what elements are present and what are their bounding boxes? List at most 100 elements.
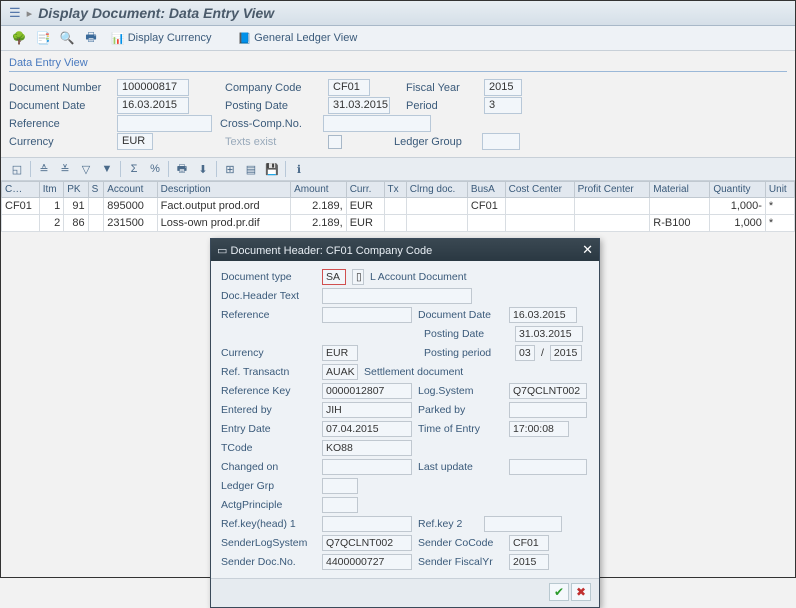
column-header[interactable]: Unit bbox=[765, 182, 794, 198]
d-postdate-field[interactable]: 31.03.2015 bbox=[515, 326, 583, 342]
d-senderdoc-field[interactable]: 4400000727 bbox=[322, 554, 412, 570]
d-reftrans-field[interactable]: AUAK bbox=[322, 364, 358, 380]
column-header[interactable]: C… bbox=[2, 182, 40, 198]
table-cell: 895000 bbox=[104, 198, 157, 215]
close-icon[interactable]: ✕ bbox=[582, 242, 593, 258]
d-curr-field[interactable]: EUR bbox=[322, 345, 358, 361]
sort-desc-icon[interactable]: ≚ bbox=[55, 160, 75, 178]
d-ledger-field[interactable] bbox=[322, 478, 358, 494]
d-lastupd-field[interactable] bbox=[509, 459, 587, 475]
section-underline bbox=[9, 71, 787, 72]
dialog-titlebar[interactable]: ▭ Document Header: CF01 Company Code ✕ bbox=[211, 239, 599, 261]
column-header[interactable]: PK bbox=[64, 182, 88, 198]
d-ref-field[interactable] bbox=[322, 307, 412, 323]
column-header[interactable]: Curr. bbox=[346, 182, 384, 198]
table-row[interactable]: 286231500Loss-own prod.pr.dif2.189,EURR-… bbox=[2, 215, 795, 232]
d-refkey2-label: Ref.key 2 bbox=[418, 518, 478, 530]
table-cell: 2.189, bbox=[291, 215, 347, 232]
menu-icon[interactable]: ☰ bbox=[9, 5, 21, 21]
d-actg-field[interactable] bbox=[322, 497, 358, 513]
info-icon[interactable]: ℹ bbox=[289, 160, 309, 178]
currency-icon: 📊 bbox=[111, 32, 125, 45]
doc-date-label: Document Date bbox=[9, 100, 109, 112]
d-refkey-field[interactable]: 0000012807 bbox=[322, 383, 412, 399]
d-docdate-field[interactable]: 16.03.2015 bbox=[509, 307, 577, 323]
d-tcode-field[interactable]: KO88 bbox=[322, 440, 412, 456]
layout-icon[interactable]: ⊞ bbox=[220, 160, 240, 178]
fy-field[interactable]: 2015 bbox=[484, 79, 522, 96]
d-postper-y[interactable]: 2015 bbox=[550, 345, 582, 361]
d-refkey1-field[interactable] bbox=[322, 516, 412, 532]
table-cell: R-B100 bbox=[650, 215, 710, 232]
column-header[interactable]: Account bbox=[104, 182, 157, 198]
document-icon[interactable]: 📑 bbox=[33, 29, 53, 47]
d-doctype-help[interactable]: ▯ bbox=[352, 269, 364, 285]
d-logsys-field[interactable]: Q7QCLNT002 bbox=[509, 383, 587, 399]
nav-icon[interactable]: ◱ bbox=[7, 160, 27, 178]
column-header[interactable]: Itm bbox=[39, 182, 63, 198]
ok-button[interactable]: ✔ bbox=[549, 583, 569, 601]
d-entered-field[interactable]: JIH bbox=[322, 402, 412, 418]
print-icon[interactable]: 🖶 bbox=[81, 29, 101, 47]
table-cell bbox=[467, 215, 505, 232]
column-header[interactable]: BusA bbox=[467, 182, 505, 198]
display-currency-button[interactable]: 📊 Display Currency bbox=[105, 31, 217, 46]
d-entrydate-label: Entry Date bbox=[221, 423, 316, 435]
column-header[interactable]: Amount bbox=[291, 182, 347, 198]
d-parked-field[interactable] bbox=[509, 402, 587, 418]
tree-icon[interactable]: 🌳 bbox=[9, 29, 29, 47]
d-senderfy-field[interactable]: 2015 bbox=[509, 554, 549, 570]
d-senderco-field[interactable]: CF01 bbox=[509, 535, 549, 551]
table-cell bbox=[505, 215, 574, 232]
ref-field[interactable] bbox=[117, 115, 212, 132]
d-senderlog-field[interactable]: Q7QCLNT002 bbox=[322, 535, 412, 551]
print-icon[interactable]: 🖶 bbox=[172, 160, 192, 178]
select-layout-icon[interactable]: ▤ bbox=[241, 160, 261, 178]
d-refkey2-field[interactable] bbox=[484, 516, 562, 532]
curr-field[interactable]: EUR bbox=[117, 133, 153, 150]
dialog-icon: ▭ bbox=[217, 245, 227, 257]
filter-icon[interactable]: ▽ bbox=[76, 160, 96, 178]
column-header[interactable]: Description bbox=[157, 182, 290, 198]
export-icon[interactable]: ⬇ bbox=[193, 160, 213, 178]
ledger-field[interactable] bbox=[482, 133, 520, 150]
d-changed-label: Changed on bbox=[221, 461, 316, 473]
subtotal-icon[interactable]: % bbox=[145, 160, 165, 178]
column-header[interactable]: Cost Center bbox=[505, 182, 574, 198]
period-field[interactable]: 3 bbox=[484, 97, 522, 114]
table-cell bbox=[88, 215, 104, 232]
column-header[interactable]: Tx bbox=[384, 182, 406, 198]
search-icon[interactable]: 🔍 bbox=[57, 29, 77, 47]
texts-checkbox[interactable] bbox=[328, 135, 342, 149]
column-header[interactable]: Material bbox=[650, 182, 710, 198]
d-refkey1-label: Ref.key(head) 1 bbox=[221, 518, 316, 530]
filter-del-icon[interactable]: ▼ bbox=[97, 160, 117, 178]
column-header[interactable]: Clrng doc. bbox=[406, 182, 467, 198]
save-layout-icon[interactable]: 💾 bbox=[262, 160, 282, 178]
cancel-button[interactable]: ✖ bbox=[571, 583, 591, 601]
doc-num-field[interactable]: 100000817 bbox=[117, 79, 189, 96]
cross-field[interactable] bbox=[323, 115, 431, 132]
d-postper-m[interactable]: 03 bbox=[515, 345, 535, 361]
d-time-field[interactable]: 17:00:08 bbox=[509, 421, 569, 437]
sort-asc-icon[interactable]: ≙ bbox=[34, 160, 54, 178]
d-changed-field[interactable] bbox=[322, 459, 412, 475]
separator: ▸ bbox=[27, 7, 33, 20]
table-cell: 1 bbox=[39, 198, 63, 215]
d-parked-label: Parked by bbox=[418, 404, 503, 416]
table-cell: * bbox=[765, 198, 794, 215]
doc-date-field[interactable]: 16.03.2015 bbox=[117, 97, 189, 114]
column-header[interactable]: Quantity bbox=[710, 182, 766, 198]
table-row[interactable]: CF01191895000Fact.output prod.ord2.189,E… bbox=[2, 198, 795, 215]
column-header[interactable]: S bbox=[88, 182, 104, 198]
d-header-txt-field[interactable] bbox=[322, 288, 472, 304]
d-doctype-field[interactable]: SA bbox=[322, 269, 346, 285]
column-header[interactable]: Profit Center bbox=[574, 182, 650, 198]
company-field[interactable]: CF01 bbox=[328, 79, 370, 96]
grid-toolbar: ◱ ≙ ≚ ▽ ▼ Σ % 🖶 ⬇ ⊞ ▤ 💾 ℹ bbox=[1, 157, 795, 181]
post-date-field[interactable]: 31.03.2015 bbox=[328, 97, 390, 114]
d-postdate-label: Posting Date bbox=[424, 328, 509, 340]
sum-icon[interactable]: Σ bbox=[124, 160, 144, 178]
d-entrydate-field[interactable]: 07.04.2015 bbox=[322, 421, 412, 437]
general-ledger-button[interactable]: 📘 General Ledger View bbox=[231, 31, 363, 46]
